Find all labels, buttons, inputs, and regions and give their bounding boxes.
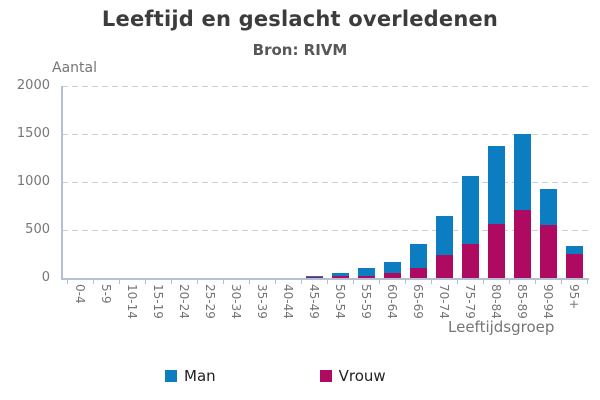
x-tick <box>587 280 588 284</box>
bar-man-85-89[interactable] <box>513 134 531 211</box>
x-tick <box>119 280 120 284</box>
x-tick <box>353 280 354 284</box>
x-tick <box>145 280 146 284</box>
bar-vrouw-80-84[interactable] <box>487 223 505 278</box>
legend-item-vrouw[interactable]: Vrouw <box>319 367 386 385</box>
y-tick-label: 1000 <box>16 174 50 189</box>
x-tick <box>509 280 510 284</box>
x-tick-label: 20-24 <box>177 284 191 319</box>
bar-man-60-64[interactable] <box>383 262 401 273</box>
gridline <box>62 134 588 135</box>
gridline <box>62 86 588 87</box>
legend-item-man[interactable]: Man <box>165 367 216 385</box>
x-tick <box>561 280 562 284</box>
chart-title: Leeftijd en geslacht overledenen <box>101 7 499 31</box>
x-tick <box>223 280 224 284</box>
bar-vrouw-95+[interactable] <box>565 254 583 278</box>
y-tick-label: 0 <box>41 270 50 285</box>
x-axis-line <box>61 278 589 280</box>
x-tick-label: 60-64 <box>385 284 399 319</box>
y-tick-label: 500 <box>25 222 50 237</box>
y-axis-line <box>61 86 63 280</box>
bar-vrouw-75-79[interactable] <box>461 244 479 278</box>
legend-label: Man <box>184 367 216 385</box>
x-tick-label: 55-59 <box>359 284 373 319</box>
x-tick-label: 0-4 <box>73 284 87 304</box>
x-tick-label: 50-54 <box>333 284 347 319</box>
x-tick <box>197 280 198 284</box>
bar-man-55-59[interactable] <box>357 268 375 276</box>
x-tick-label: 40-44 <box>281 284 295 319</box>
x-tick-label: 80-84 <box>489 284 503 319</box>
x-tick <box>67 280 68 284</box>
bar-vrouw-90-94[interactable] <box>539 225 557 278</box>
bar-man-90-94[interactable] <box>539 189 557 226</box>
bar-man-75-79[interactable] <box>461 175 479 245</box>
bar-man-80-84[interactable] <box>487 146 505 224</box>
x-tick <box>379 280 380 284</box>
gridline <box>62 182 588 183</box>
x-tick <box>457 280 458 284</box>
x-tick-label: 95+ <box>567 284 581 310</box>
x-tick <box>535 280 536 284</box>
chart-subtitle: Bron: RIVM <box>252 41 348 59</box>
bar-vrouw-60-64[interactable] <box>383 272 401 278</box>
bar-vrouw-55-59[interactable] <box>357 275 375 278</box>
bar-man-50-54[interactable] <box>331 273 349 277</box>
bar-vrouw-85-89[interactable] <box>513 210 531 278</box>
x-tick <box>431 280 432 284</box>
plot-area <box>62 86 588 278</box>
gridline <box>62 230 588 231</box>
x-tick <box>327 280 328 284</box>
x-tick-label: 30-34 <box>229 284 243 319</box>
bar-vrouw-45-49[interactable] <box>305 276 323 278</box>
x-axis-title: Leeftijdsgroep <box>448 318 555 336</box>
bar-man-45-49[interactable] <box>305 275 323 277</box>
legend-swatch-man <box>165 370 177 382</box>
bar-vrouw-70-74[interactable] <box>435 255 453 278</box>
x-tick-label: 85-89 <box>515 284 529 319</box>
x-tick <box>249 280 250 284</box>
x-tick-label: 5-9 <box>99 284 113 304</box>
x-tick-label: 90-94 <box>541 284 555 319</box>
x-tick-label: 75-79 <box>463 284 477 319</box>
x-tick-label: 65-69 <box>411 284 425 319</box>
legend-label: Vrouw <box>338 367 386 385</box>
x-tick <box>301 280 302 284</box>
bar-man-65-69[interactable] <box>409 243 427 268</box>
bar-man-70-74[interactable] <box>435 215 453 256</box>
x-tick-label: 10-14 <box>125 284 139 319</box>
legend-swatch-vrouw <box>319 370 332 382</box>
bar-vrouw-50-54[interactable] <box>331 276 349 278</box>
bar-vrouw-65-69[interactable] <box>409 267 427 278</box>
x-tick-label: 25-29 <box>203 284 217 319</box>
x-tick-label: 35-39 <box>255 284 269 319</box>
x-tick <box>405 280 406 284</box>
legend: Man Vrouw <box>165 367 386 385</box>
bar-man-95+[interactable] <box>565 245 583 255</box>
x-tick-label: 15-19 <box>151 284 165 319</box>
x-tick <box>483 280 484 284</box>
y-axis-title: Aantal <box>52 60 97 76</box>
x-tick-label: 45-49 <box>307 284 321 319</box>
x-tick <box>171 280 172 284</box>
x-tick <box>93 280 94 284</box>
x-tick-label: 70-74 <box>437 284 451 319</box>
y-tick-label: 2000 <box>16 78 50 93</box>
x-tick <box>275 280 276 284</box>
y-tick-label: 1500 <box>16 126 50 141</box>
